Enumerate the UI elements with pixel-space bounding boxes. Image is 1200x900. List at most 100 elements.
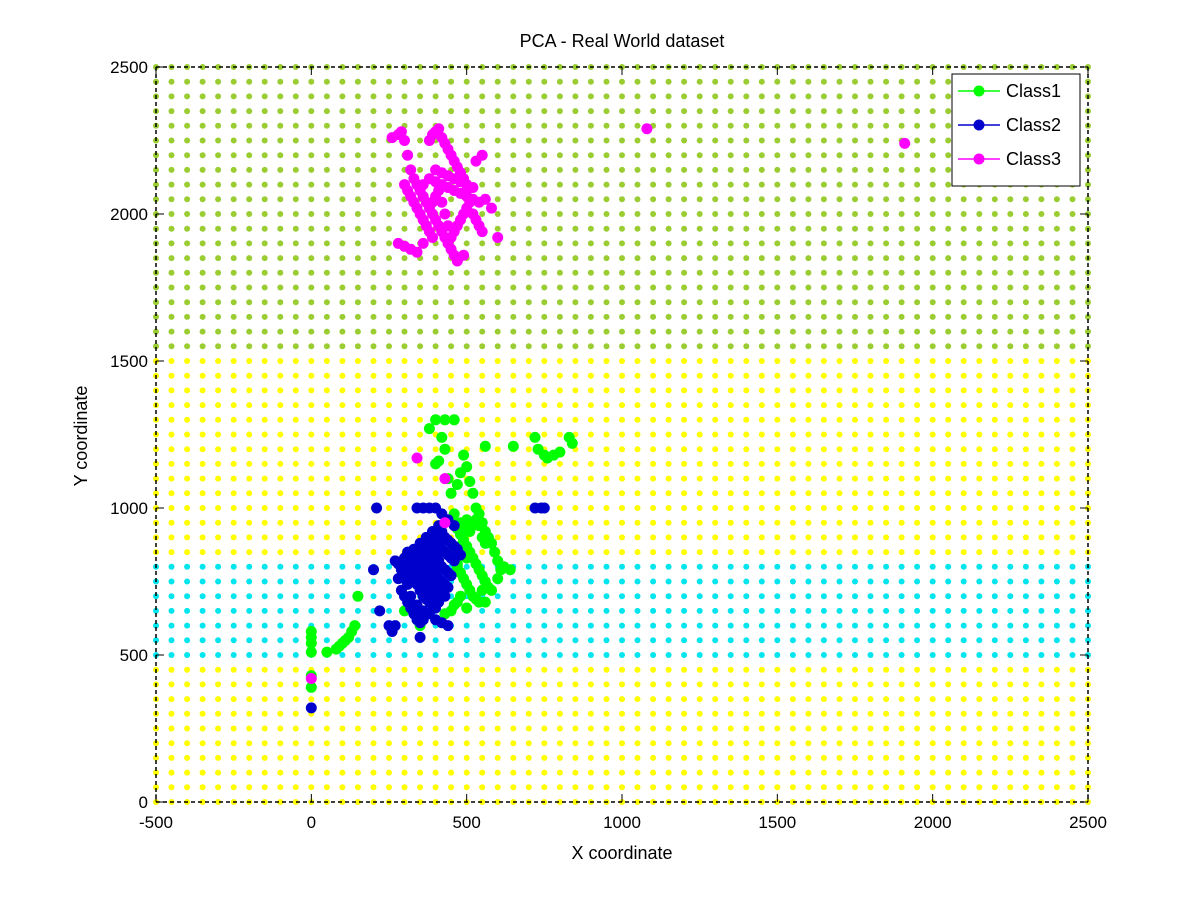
region-grid-dot — [354, 446, 361, 453]
region-grid-dot — [153, 475, 159, 482]
region-grid-dot — [758, 211, 765, 217]
region-grid-dot — [556, 578, 563, 585]
region-grid-dot — [463, 652, 470, 658]
region-grid-dot — [572, 299, 579, 306]
region-grid-dot — [836, 740, 843, 747]
region-grid-dot — [370, 490, 377, 497]
region-grid-dot — [572, 607, 579, 614]
region-grid-dot — [370, 549, 377, 556]
region-grid-dot — [510, 313, 517, 320]
region-grid-dot — [789, 475, 796, 482]
region-grid-dot — [556, 549, 563, 556]
region-grid-dot — [743, 563, 750, 570]
data-point-class3 — [433, 123, 445, 135]
region-grid-dot — [743, 549, 750, 556]
data-point-class2 — [368, 564, 379, 576]
region-grid-dot — [836, 666, 843, 673]
region-grid-dot — [277, 534, 284, 541]
region-grid-dot — [277, 211, 284, 217]
region-grid-dot — [991, 578, 998, 585]
region-grid-dot — [727, 181, 734, 188]
data-point-class1 — [458, 449, 470, 461]
region-grid-dot — [339, 328, 346, 335]
region-grid-dot — [665, 549, 672, 556]
region-grid-dot — [1085, 299, 1091, 306]
region-grid-dot — [820, 549, 827, 556]
region-grid-dot — [883, 696, 890, 703]
region-grid-dot — [1053, 313, 1060, 320]
region-grid-dot — [572, 284, 579, 291]
region-grid-dot — [323, 328, 330, 335]
region-grid-dot — [650, 696, 657, 703]
region-grid-dot — [789, 666, 796, 673]
region-grid-dot — [541, 255, 548, 262]
region-grid-dot — [261, 754, 268, 761]
region-grid-dot — [991, 196, 998, 203]
region-grid-dot — [867, 710, 874, 717]
region-grid-dot — [867, 343, 874, 350]
region-grid-dot — [556, 740, 563, 747]
region-grid-dot — [681, 446, 688, 453]
region-grid-dot — [1085, 196, 1091, 203]
region-grid-dot — [743, 108, 750, 115]
region-grid-dot — [230, 284, 237, 291]
region-grid-dot — [1085, 622, 1091, 629]
region-grid-dot — [634, 490, 641, 497]
region-grid-dot — [929, 211, 936, 217]
region-grid-dot — [323, 769, 330, 776]
region-grid-dot — [1038, 372, 1045, 379]
region-grid-dot — [712, 460, 719, 467]
region-grid-dot — [184, 313, 191, 320]
region-grid-dot — [836, 269, 843, 276]
region-grid-dot — [308, 372, 315, 379]
data-point-class1 — [461, 461, 473, 473]
region-grid-dot — [494, 637, 501, 644]
region-grid-dot — [619, 196, 625, 203]
region-grid-dot — [929, 460, 936, 467]
region-grid-dot — [556, 108, 563, 115]
region-grid-dot — [634, 784, 641, 791]
region-grid-dot — [789, 416, 796, 423]
region-grid-dot — [339, 799, 346, 805]
region-grid-dot — [727, 446, 734, 453]
region-grid-dot — [696, 740, 703, 747]
region-grid-dot — [743, 284, 750, 291]
region-grid-dot — [727, 255, 734, 262]
region-grid-dot — [696, 505, 703, 511]
region-grid-dot — [572, 64, 579, 70]
region-grid-dot — [820, 402, 827, 409]
region-grid-dot — [681, 372, 688, 379]
region-grid-dot — [168, 181, 175, 188]
region-grid-dot — [1053, 416, 1060, 423]
region-grid-dot — [789, 593, 796, 600]
region-grid-dot — [820, 784, 827, 791]
region-grid-dot — [836, 93, 843, 100]
region-grid-dot — [292, 402, 299, 409]
region-grid-dot — [339, 313, 346, 320]
region-grid-dot — [525, 681, 532, 688]
region-grid-dot — [852, 402, 858, 409]
region-grid-dot — [184, 152, 191, 159]
region-grid-dot — [587, 652, 594, 658]
region-grid-dot — [463, 269, 470, 276]
region-grid-dot — [727, 505, 734, 511]
region-grid-dot — [230, 299, 237, 306]
region-grid-dot — [556, 313, 563, 320]
region-grid-dot — [199, 754, 206, 761]
region-grid-dot — [1053, 710, 1060, 717]
region-grid-dot — [556, 358, 563, 364]
region-grid-dot — [991, 431, 998, 438]
region-grid-dot — [727, 269, 734, 276]
region-grid-dot — [914, 372, 921, 379]
region-grid-dot — [743, 269, 750, 276]
region-grid-dot — [1038, 681, 1045, 688]
region-grid-dot — [603, 784, 610, 791]
region-grid-dot — [230, 490, 237, 497]
region-grid-dot — [168, 402, 175, 409]
data-point-class1 — [473, 520, 485, 532]
region-grid-dot — [805, 578, 812, 585]
region-grid-dot — [277, 578, 284, 585]
region-grid-dot — [261, 269, 268, 276]
region-grid-dot — [696, 299, 703, 306]
region-grid-dot — [914, 652, 921, 658]
